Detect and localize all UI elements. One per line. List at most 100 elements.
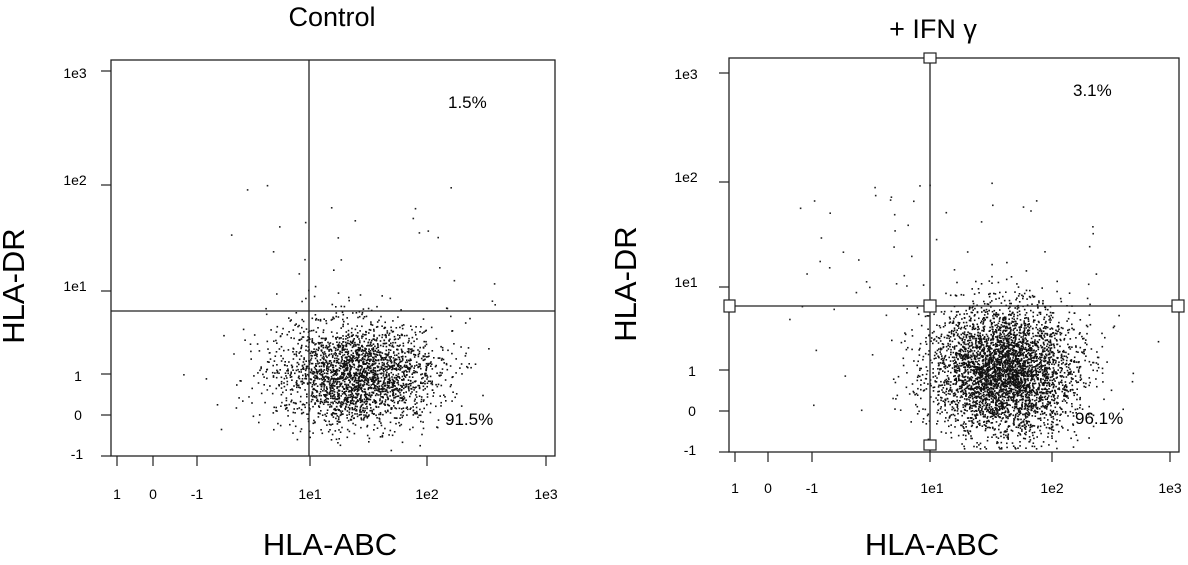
event-dot (983, 387, 985, 390)
event-dot (374, 380, 376, 382)
event-dot (1033, 366, 1036, 368)
event-dot (311, 398, 314, 401)
event-dot (326, 365, 328, 368)
event-dot (346, 363, 348, 365)
event-dot (987, 313, 989, 315)
event-dot (1022, 384, 1025, 386)
event-dot (1013, 418, 1015, 420)
event-dot (989, 409, 992, 412)
event-dot (322, 361, 324, 364)
event-dot (353, 338, 355, 340)
event-dot (380, 356, 382, 358)
event-dot (1041, 396, 1043, 398)
event-dot (1057, 349, 1059, 352)
event-dot (325, 361, 327, 364)
event-dot (979, 400, 982, 403)
event-dot (900, 341, 903, 344)
event-dot (1012, 346, 1015, 348)
event-dot (368, 350, 370, 353)
event-dot (979, 422, 981, 425)
event-dot (385, 376, 387, 379)
event-dot (315, 363, 317, 365)
event-dot (352, 312, 354, 314)
event-dot (402, 324, 405, 326)
event-dot (316, 361, 319, 363)
event-dot (343, 378, 345, 381)
event-dot (935, 335, 938, 338)
event-dot (360, 375, 363, 377)
event-dot (470, 366, 472, 369)
event-dot (958, 322, 961, 324)
event-dot (338, 389, 341, 392)
event-dot (387, 364, 389, 366)
event-dot (374, 367, 377, 369)
event-dot (378, 390, 380, 393)
event-dot (980, 283, 983, 285)
event-dot (400, 348, 403, 351)
event-dot (1065, 351, 1067, 354)
event-dot (1041, 372, 1044, 375)
event-dot (352, 340, 354, 343)
event-dot (998, 406, 1001, 408)
event-dot (991, 383, 993, 385)
event-dot (1045, 392, 1048, 395)
event-dot (1047, 357, 1050, 359)
event-dot (967, 365, 970, 368)
event-dot (331, 433, 334, 436)
event-dot (997, 400, 999, 402)
event-dot (369, 409, 371, 412)
event-dot (275, 376, 278, 379)
event-dot (390, 365, 392, 368)
event-dot (1014, 415, 1017, 417)
event-dot (1012, 400, 1015, 402)
event-dot (354, 220, 357, 222)
event-dot (315, 317, 318, 320)
event-dot (313, 380, 315, 382)
event-dot (399, 424, 401, 427)
event-dot (393, 364, 396, 366)
event-dot (1010, 381, 1012, 384)
event-dot (368, 348, 370, 350)
event-dot (341, 426, 343, 429)
event-dot (1030, 361, 1032, 364)
event-dot (324, 379, 326, 381)
event-dot (336, 387, 338, 389)
event-dot (988, 399, 990, 401)
event-dot (1047, 403, 1050, 406)
event-dot (1030, 309, 1032, 312)
event-dot (372, 347, 375, 349)
event-dot (328, 423, 331, 426)
event-dot (291, 366, 293, 369)
event-dot (1031, 372, 1034, 374)
event-dot (399, 384, 402, 387)
event-dot (963, 331, 966, 333)
event-dot (1060, 369, 1063, 372)
event-dot (393, 397, 395, 399)
event-dot (317, 346, 320, 349)
event-dot (1025, 394, 1028, 396)
event-dot (357, 353, 360, 356)
event-dot (437, 236, 439, 239)
event-dot (348, 358, 351, 361)
event-dot (299, 400, 302, 403)
event-dot (331, 355, 334, 358)
event-dot (1073, 361, 1075, 363)
event-dot (992, 385, 995, 387)
event-dot (410, 382, 412, 385)
event-dot (989, 301, 992, 304)
event-dot (335, 413, 338, 415)
event-dot (1011, 367, 1014, 369)
event-dot (1000, 333, 1002, 336)
event-dot (992, 417, 994, 420)
event-dot (287, 415, 289, 417)
event-dot (333, 346, 335, 349)
event-dot (383, 387, 385, 390)
event-dot (972, 383, 974, 386)
event-dot (964, 402, 966, 405)
event-dot (1002, 390, 1004, 393)
event-dot (1056, 410, 1058, 413)
event-dot (1046, 373, 1048, 375)
event-dot (386, 361, 389, 364)
event-dot (336, 373, 339, 375)
event-dot (414, 403, 417, 405)
